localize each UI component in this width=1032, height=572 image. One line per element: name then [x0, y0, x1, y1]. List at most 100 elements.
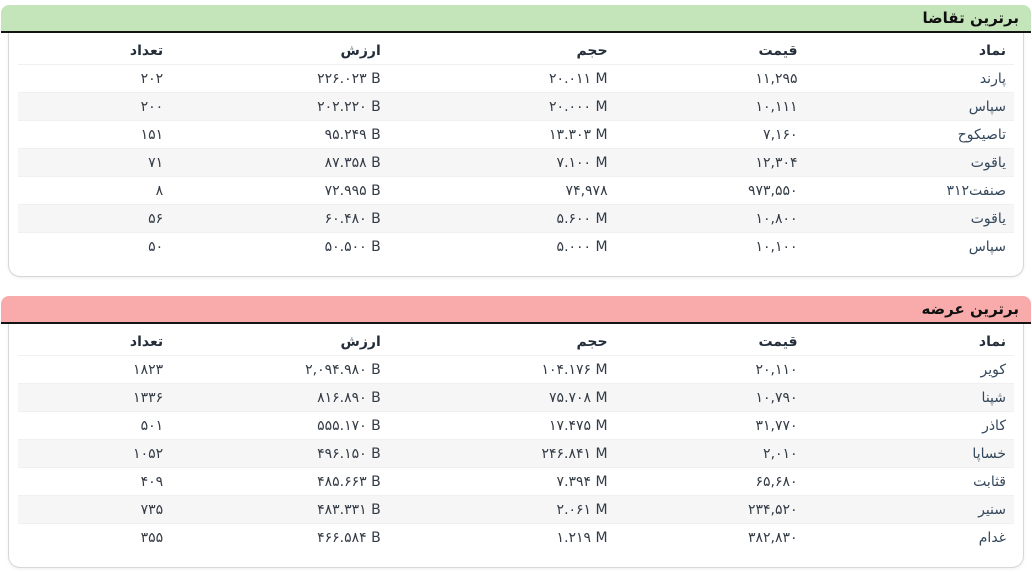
table-row: یاقوت ۱۲,۳۰۴ ۷.۱۰۰ M ۸۷.۳۵۸ B ۷۱ [18, 148, 1014, 177]
col-header-count: تعداد [129, 333, 164, 350]
symbol-cell: کویر [980, 361, 1006, 378]
col-header-volume: حجم [576, 333, 608, 350]
top-demand-table: نماد قیمت حجم ارزش تعداد پارند ۱۱,۲۹۵ ۲۰.۰… [18, 37, 1014, 260]
table-row: شپنا ۱۰,۷۹۰ ۷۵.۷۰۸ M ۸۱۶.۸۹۰ B ۱۳۳۶ [18, 383, 1014, 412]
price-cell: ۱۲,۳۰۴ [615, 148, 806, 177]
table-row: قثابت ۶۵,۶۸۰ ۷.۳۹۴ M ۴۸۵.۶۶۳ B ۴۰۹ [18, 467, 1014, 496]
top-supply-card: نماد قیمت حجم ارزش تعداد کویر ۲۰,۱۱۰ ۱۰۴.۱… [8, 324, 1024, 568]
value-cell: ۴۸۳.۳۳۱ B [171, 495, 389, 524]
value-cell: ۹۵.۲۴۹ B [324, 126, 381, 143]
count-cell: ۵۰۱ [140, 417, 164, 434]
volume-cell: ۱.۲۱۹ M [556, 529, 608, 546]
table-row: پارند ۱۱,۲۹۵ ۲۰.۰۱۱ M ۲۲۶.۰۲۳ B ۲۰۲ [18, 64, 1014, 93]
top-supply-table-body: کویر ۲۰,۱۱۰ ۱۰۴.۱۷۶ M ۲,۰۹۴.۹۸۰ B ۱۸۲۳ شپنا ۱۰… [18, 355, 1014, 552]
count-cell: ۸ [155, 182, 164, 199]
table-row: کاذر ۳۱,۷۷۰ ۱۷.۴۷۵ M ۵۵۵.۱۷۰ B ۵۰۱ [18, 411, 1014, 440]
volume-cell: ۵.۰۰۰ M [556, 238, 608, 255]
symbol-cell: غدام [978, 529, 1006, 546]
volume-cell: ۷.۳۹۴ M [556, 473, 608, 490]
value-cell: ۵۵۵.۱۷۰ B [317, 417, 381, 434]
symbol-cell: تاصیکوح [957, 126, 1006, 143]
table-row: سپاس ۱۰,۱۱۱ ۲۰.۰۰۰ M ۲۰۲.۲۲۰ B ۲۰۰ [18, 92, 1014, 121]
top-demand-section: برترین تقاضا نماد قیمت حجم ارزش تعداد پا… [1, 5, 1031, 277]
price-cell: ۲۰,۱۱۰ [755, 361, 798, 378]
value-cell: ۴۹۶.۱۵۰ B [171, 439, 389, 468]
top-demand-card: نماد قیمت حجم ارزش تعداد پارند ۱۱,۲۹۵ ۲۰.۰… [8, 33, 1024, 277]
count-cell: ۷۱ [18, 148, 172, 177]
price-cell: ۳۱,۷۷۰ [755, 417, 798, 434]
volume-cell: ۲۰.۰۰۰ M [388, 92, 616, 121]
symbol-cell: پارند [979, 70, 1006, 87]
symbol-cell: صنفت۳۱۲ [946, 182, 1006, 199]
volume-cell: ۲۰.۰۱۱ M [549, 70, 608, 87]
table-row: تاصیکوح ۷,۱۶۰ ۱۳.۳۰۳ M ۹۵.۲۴۹ B ۱۵۱ [18, 120, 1014, 149]
value-cell: ۸۱۶.۸۹۰ B [171, 383, 389, 412]
price-cell: ۱۰,۷۹۰ [615, 383, 806, 412]
symbol-cell: یاقوت [805, 148, 1014, 177]
count-cell: ۱۵۱ [140, 126, 164, 143]
volume-cell: ۷۵.۷۰۸ M [388, 383, 616, 412]
count-cell: ۳۵۵ [140, 529, 164, 546]
price-cell: ۹۷۳,۵۵۰ [748, 182, 798, 199]
col-header-value: ارزش [340, 333, 381, 350]
price-cell: ۱۰,۸۰۰ [615, 204, 806, 233]
top-supply-section: برترین عرضه نماد قیمت حجم ارزش تعداد کوی… [1, 296, 1031, 568]
count-cell: ۱۸۲۳ [133, 361, 164, 378]
volume-cell: ۷۴,۹۷۸ [565, 182, 608, 199]
volume-cell: ۷.۱۰۰ M [388, 148, 616, 177]
value-cell: ۴۶۶.۵۸۴ B [317, 529, 381, 546]
header-row: نماد قیمت حجم ارزش تعداد [18, 37, 1014, 65]
symbol-cell: سنیر [805, 495, 1014, 524]
symbol-cell: خساپا [805, 439, 1014, 468]
table-row: غدام ۳۸۲,۸۳۰ ۱.۲۱۹ M ۴۶۶.۵۸۴ B ۳۵۵ [18, 523, 1014, 552]
symbol-cell: قثابت [973, 473, 1006, 490]
value-cell: ۸۷.۳۵۸ B [171, 148, 389, 177]
count-cell: ۲۰۰ [18, 92, 172, 121]
count-cell: ۷۳۵ [18, 495, 172, 524]
symbol-cell: کاذر [982, 417, 1006, 434]
volume-cell: ۱۷.۴۷۵ M [549, 417, 608, 434]
volume-cell: ۲.۰۶۱ M [388, 495, 616, 524]
symbol-cell: شپنا [805, 383, 1014, 412]
value-cell: ۵۰.۵۰۰ B [324, 238, 381, 255]
table-row: یاقوت ۱۰,۸۰۰ ۵.۶۰۰ M ۶۰.۴۸۰ B ۵۶ [18, 204, 1014, 233]
table-row: سپاس ۱۰,۱۰۰ ۵.۰۰۰ M ۵۰.۵۰۰ B ۵۰ [18, 232, 1014, 261]
count-cell: ۱۳۳۶ [18, 383, 172, 412]
table-row: خساپا ۲,۰۱۰ ۲۴۶.۸۴۱ M ۴۹۶.۱۵۰ B ۱۰۵۲ [18, 439, 1014, 468]
col-header-symbol: نماد [978, 333, 1006, 350]
price-cell: ۱۰,۱۱۱ [615, 92, 806, 121]
volume-cell: ۲۴۶.۸۴۱ M [388, 439, 616, 468]
header-row: نماد قیمت حجم ارزش تعداد [18, 328, 1014, 356]
count-cell: ۱۰۵۲ [18, 439, 172, 468]
symbol-cell: سپاس [805, 92, 1014, 121]
top-supply-table-header: نماد قیمت حجم ارزش تعداد [18, 328, 1014, 356]
symbol-cell: یاقوت [805, 204, 1014, 233]
volume-cell: ۱۳.۳۰۳ M [549, 126, 608, 143]
count-cell: ۴۰۹ [140, 473, 164, 490]
volume-cell: ۱۰۴.۱۷۶ M [541, 361, 608, 378]
price-cell: ۶۵,۶۸۰ [755, 473, 798, 490]
top-supply-table: نماد قیمت حجم ارزش تعداد کویر ۲۰,۱۱۰ ۱۰۴.۱… [18, 328, 1014, 551]
col-header-symbol: نماد [978, 42, 1006, 59]
table-row: سنیر ۲۳۴,۵۲۰ ۲.۰۶۱ M ۴۸۳.۳۳۱ B ۷۳۵ [18, 495, 1014, 524]
col-header-price: قیمت [758, 42, 798, 59]
value-cell: ۴۸۵.۶۶۳ B [317, 473, 381, 490]
price-cell: ۲۳۴,۵۲۰ [615, 495, 806, 524]
price-cell: ۷,۱۶۰ [763, 126, 798, 143]
value-cell: ۲۲۶.۰۲۳ B [317, 70, 381, 87]
value-cell: ۶۰.۴۸۰ B [171, 204, 389, 233]
top-supply-title: برترین عرضه [921, 300, 1019, 318]
price-cell: ۲,۰۱۰ [615, 439, 806, 468]
top-supply-title-bar: برترین عرضه [1, 296, 1031, 324]
volume-cell: ۵.۶۰۰ M [388, 204, 616, 233]
symbol-cell: سپاس [968, 238, 1006, 255]
count-cell: ۵۰ [148, 238, 164, 255]
value-cell: ۲۰۲.۲۲۰ B [171, 92, 389, 121]
count-cell: ۵۶ [18, 204, 172, 233]
price-cell: ۳۸۲,۸۳۰ [748, 529, 798, 546]
top-demand-title-bar: برترین تقاضا [1, 5, 1031, 33]
table-row: کویر ۲۰,۱۱۰ ۱۰۴.۱۷۶ M ۲,۰۹۴.۹۸۰ B ۱۸۲۳ [18, 355, 1014, 384]
top-demand-table-body: پارند ۱۱,۲۹۵ ۲۰.۰۱۱ M ۲۲۶.۰۲۳ B ۲۰۲ سپاس ۱۰,۱۱… [18, 64, 1014, 261]
top-demand-title: برترین تقاضا [922, 9, 1019, 27]
price-cell: ۱۰,۱۰۰ [755, 238, 798, 255]
